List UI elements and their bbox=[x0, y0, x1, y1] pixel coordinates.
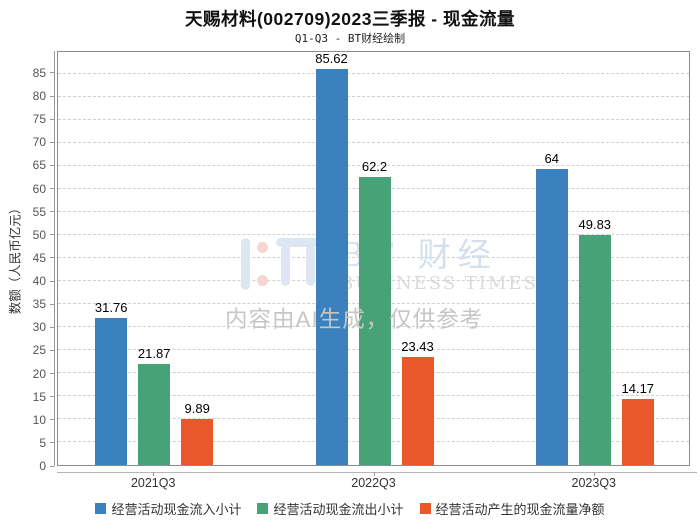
y-tick-mark bbox=[50, 188, 54, 190]
gridline bbox=[58, 95, 689, 97]
logo-dot bbox=[257, 242, 268, 253]
y-tick-mark bbox=[50, 164, 54, 166]
logo-dots bbox=[257, 242, 268, 286]
x-tick-mark bbox=[153, 472, 155, 476]
x-axis-line bbox=[57, 472, 697, 473]
y-tick-mark bbox=[50, 280, 54, 282]
y-tick-mark bbox=[50, 326, 54, 328]
legend: 经营活动现金流入小计 经营活动现金流出小计 经营活动产生的现金流量净额 bbox=[0, 499, 700, 518]
y-tick-mark bbox=[50, 465, 54, 467]
bar-value-label: 23.43 bbox=[401, 338, 434, 354]
y-tick-label: 85 bbox=[32, 65, 46, 80]
plot-area: BT 财经 BUSINESS TIMES 31.76 21.87 9.89 85.62… bbox=[57, 51, 690, 466]
legend-swatch bbox=[419, 503, 431, 514]
gridline bbox=[58, 141, 689, 143]
y-tick-label: 20 bbox=[32, 366, 46, 381]
bar bbox=[138, 363, 171, 465]
bar bbox=[535, 169, 568, 465]
y-tick-mark bbox=[50, 396, 54, 398]
y-tick-label: 15 bbox=[32, 389, 46, 404]
y-tick-mark bbox=[50, 303, 54, 305]
bar-value-label: 62.2 bbox=[361, 159, 388, 175]
legend-swatch bbox=[257, 503, 269, 514]
bar-value-label: 9.89 bbox=[184, 401, 210, 417]
y-tick-mark bbox=[50, 141, 54, 143]
ai-disclaimer-watermark: 内容由AI生成，仅供参考 bbox=[225, 307, 484, 332]
y-tick-mark bbox=[50, 373, 54, 375]
y-tick-mark bbox=[50, 419, 54, 421]
y-tick-mark bbox=[50, 234, 54, 236]
bar bbox=[401, 356, 434, 465]
chart-subtitle: Q1-Q3 - BT财经绘制 bbox=[294, 32, 406, 45]
y-tick-mark bbox=[50, 95, 54, 97]
x-tick-label: 2021Q3 bbox=[130, 476, 176, 490]
y-tick-label: 25 bbox=[32, 343, 46, 358]
y-tick-mark bbox=[50, 442, 54, 444]
y-tick-label: 80 bbox=[32, 89, 46, 104]
y-tick-label: 0 bbox=[39, 459, 46, 473]
bar-value-label: 14.17 bbox=[621, 381, 655, 397]
y-tick-label: 10 bbox=[32, 412, 46, 427]
bar-value-label: 31.76 bbox=[94, 300, 128, 316]
legend-swatch bbox=[95, 503, 107, 514]
gridline bbox=[58, 72, 689, 74]
bar-value-label: 64 bbox=[544, 151, 560, 167]
x-tick-label: 2023Q3 bbox=[571, 476, 617, 490]
legend-label: 经营活动现金流入小计 bbox=[111, 502, 242, 517]
y-tick-mark bbox=[50, 257, 54, 259]
y-tick-label: 65 bbox=[32, 158, 46, 173]
y-tick-mark bbox=[50, 211, 54, 213]
bar bbox=[95, 318, 128, 465]
y-tick-label: 60 bbox=[32, 181, 46, 196]
x-tick-mark bbox=[373, 472, 375, 476]
bar-value-label: 85.62 bbox=[315, 51, 348, 67]
y-tick-label: 50 bbox=[32, 227, 46, 242]
logo-pi-shape bbox=[276, 238, 320, 290]
y-tick-mark bbox=[50, 349, 54, 351]
y-tick-label: 35 bbox=[32, 297, 46, 312]
bt-logo-icon bbox=[241, 238, 320, 290]
logo-dot bbox=[257, 275, 268, 286]
bar bbox=[181, 419, 214, 465]
legend-item: 经营活动现金流出小计 bbox=[257, 499, 404, 518]
bar bbox=[621, 399, 654, 465]
legend-label: 经营活动现金流出小计 bbox=[273, 502, 404, 517]
gridline bbox=[58, 164, 689, 166]
bar-value-label: 21.87 bbox=[137, 345, 171, 361]
y-tick-label: 5 bbox=[39, 435, 46, 450]
legend-label: 经营活动产生的现金流量净额 bbox=[435, 502, 605, 517]
y-tick-label: 40 bbox=[32, 274, 46, 289]
legend-item: 经营活动现金流入小计 bbox=[95, 499, 241, 518]
gridline bbox=[58, 118, 689, 120]
bar bbox=[578, 234, 611, 465]
y-tick-label: 45 bbox=[32, 250, 46, 265]
y-tick-mark bbox=[50, 118, 54, 120]
y-tick-mark bbox=[50, 72, 54, 74]
x-tick-label: 2022Q3 bbox=[351, 476, 396, 490]
bar bbox=[315, 69, 348, 465]
logo-bar-shape bbox=[241, 238, 250, 290]
x-tick-mark bbox=[593, 472, 595, 476]
bar-value-label: 49.83 bbox=[578, 216, 612, 232]
legend-item: 经营活动产生的现金流量净额 bbox=[419, 499, 605, 518]
y-axis-line bbox=[54, 51, 55, 466]
bar bbox=[358, 177, 391, 465]
y-tick-label: 30 bbox=[32, 320, 46, 335]
y-tick-label: 70 bbox=[32, 135, 46, 150]
y-tick-label: 55 bbox=[32, 204, 46, 219]
chart-title: 天赐材料(002709)2023三季报 - 现金流量 bbox=[184, 9, 516, 29]
y-tick-label: 75 bbox=[32, 112, 46, 127]
